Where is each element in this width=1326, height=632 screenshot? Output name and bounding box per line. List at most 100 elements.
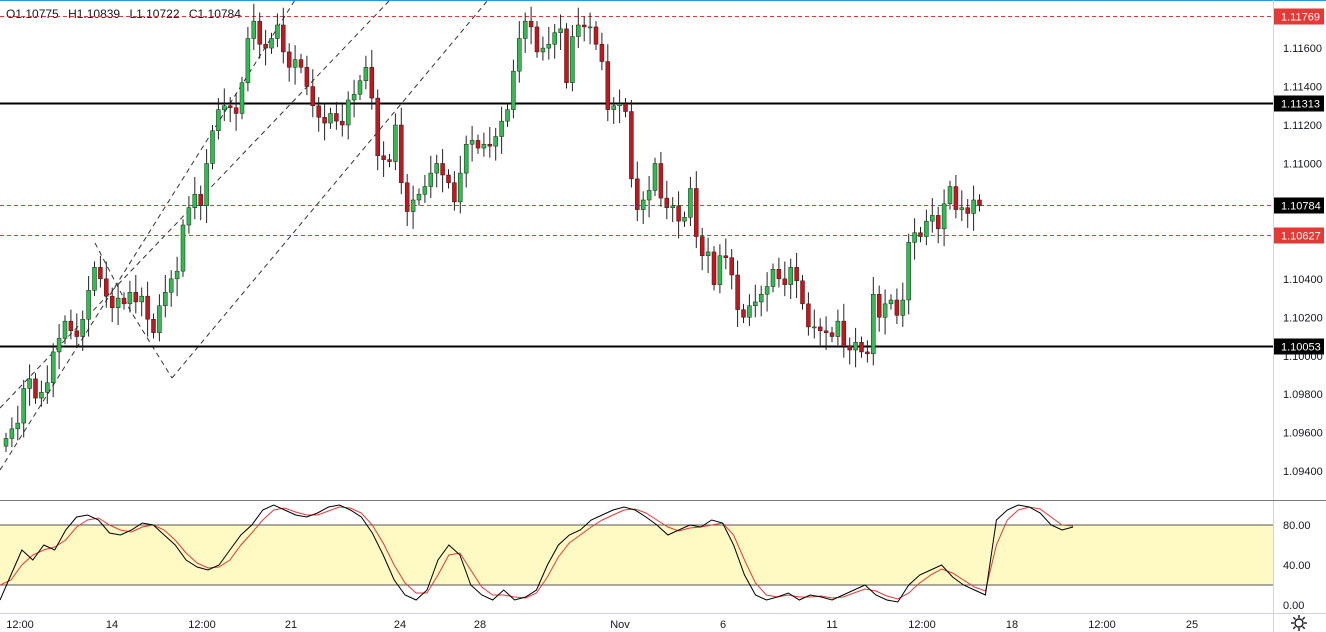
candle-up: [56, 338, 62, 353]
stochastic-tick-label: 0.00: [1283, 600, 1304, 612]
time-tick-label: 24: [394, 619, 406, 631]
candle-up: [80, 318, 85, 337]
candle-up: [522, 20, 528, 39]
candle-down: [564, 28, 569, 83]
price-label-text: 1.10627: [1281, 231, 1321, 243]
candle-down: [823, 330, 829, 333]
candle-down: [334, 113, 339, 122]
candle-up: [552, 32, 557, 45]
candle-down: [404, 182, 410, 212]
candle-up: [481, 143, 487, 149]
candle-up: [788, 267, 793, 285]
candle-up: [511, 70, 516, 110]
candle-up: [640, 199, 646, 210]
candle-down: [782, 278, 788, 285]
candle-up: [21, 388, 26, 424]
candle-down: [623, 103, 628, 112]
candle-up: [463, 143, 469, 174]
candle-up: [393, 124, 398, 162]
candle-up: [9, 428, 15, 439]
candle-up: [688, 188, 693, 218]
candle-up: [92, 267, 97, 291]
candle-down: [664, 197, 670, 208]
candle-down: [847, 345, 852, 351]
candle-up: [180, 224, 186, 272]
candle-down: [375, 97, 380, 157]
candle-up: [853, 342, 858, 351]
candle-down: [865, 351, 870, 355]
candle-down: [876, 293, 882, 318]
price-label-text: 1.10053: [1281, 342, 1321, 354]
price-label-box: [1274, 95, 1324, 112]
candle-up: [422, 186, 428, 195]
candle-down: [440, 163, 445, 176]
candle-down: [399, 124, 404, 183]
candle-down: [304, 67, 310, 87]
candle-down: [281, 24, 286, 53]
candle-up: [652, 163, 658, 191]
time-tick-label: 12:00: [1088, 619, 1116, 631]
candle-up: [458, 172, 463, 203]
settings-gear-icon[interactable]: [1290, 614, 1308, 632]
candle-up: [770, 268, 776, 287]
candle-down: [340, 120, 345, 126]
candle-up: [517, 38, 522, 72]
price-tick-label: 1.09800: [1283, 389, 1323, 401]
candle-up: [275, 24, 280, 39]
candle-down: [68, 320, 74, 332]
time-tick-label: 18: [1006, 619, 1018, 631]
candle-up: [15, 422, 21, 430]
time-tick-label: 6: [720, 619, 726, 631]
price-tick-label: 1.11400: [1283, 82, 1322, 94]
candle-down: [121, 297, 127, 305]
candle-up: [115, 297, 121, 308]
candle-up: [174, 270, 180, 280]
candle-down: [151, 318, 156, 333]
candle-up: [363, 67, 369, 82]
candle-up: [747, 305, 752, 318]
candle-up: [62, 320, 68, 339]
candle-up: [499, 120, 504, 137]
stochastic-tick-label: 40.00: [1283, 560, 1311, 572]
price-tick-label: 1.10200: [1283, 312, 1323, 324]
candle-up: [888, 299, 894, 305]
candle-down: [806, 303, 811, 328]
candle-down: [817, 326, 823, 332]
candle-up: [753, 301, 758, 307]
candle-up: [835, 320, 841, 337]
candle-up: [570, 36, 575, 83]
candle-up: [900, 299, 906, 316]
candle-up: [251, 20, 257, 39]
candle-up: [434, 163, 439, 174]
candle-down: [841, 320, 847, 347]
candle-down: [145, 295, 150, 320]
candle-down: [658, 163, 664, 199]
candle-down: [446, 174, 451, 183]
candle-down: [699, 236, 705, 257]
candle-down: [676, 205, 681, 222]
candle-down: [452, 182, 457, 203]
price-tick-label: 1.09400: [1283, 466, 1323, 478]
candle-up: [157, 305, 162, 333]
price-label-text: 1.11313: [1281, 99, 1320, 111]
candle-down: [965, 207, 970, 214]
price-tick-label: 1.10400: [1283, 274, 1323, 286]
candle-down: [109, 295, 115, 308]
candle-down: [800, 280, 805, 305]
candle-down: [257, 20, 262, 45]
time-tick-label: Nov: [610, 619, 630, 631]
price-label-box: [1274, 197, 1324, 214]
candle-down: [381, 155, 386, 160]
candle-down: [953, 186, 959, 210]
stochastic-tick-label: 80.00: [1283, 520, 1311, 532]
candle-down: [98, 267, 103, 280]
candle-up: [27, 378, 32, 389]
candle-down: [794, 267, 799, 282]
candle-up: [540, 47, 546, 53]
candle-up: [192, 193, 198, 208]
candle-up: [764, 286, 770, 295]
candle-down: [581, 24, 587, 28]
candle-down: [104, 278, 109, 297]
candle-up: [558, 28, 563, 33]
